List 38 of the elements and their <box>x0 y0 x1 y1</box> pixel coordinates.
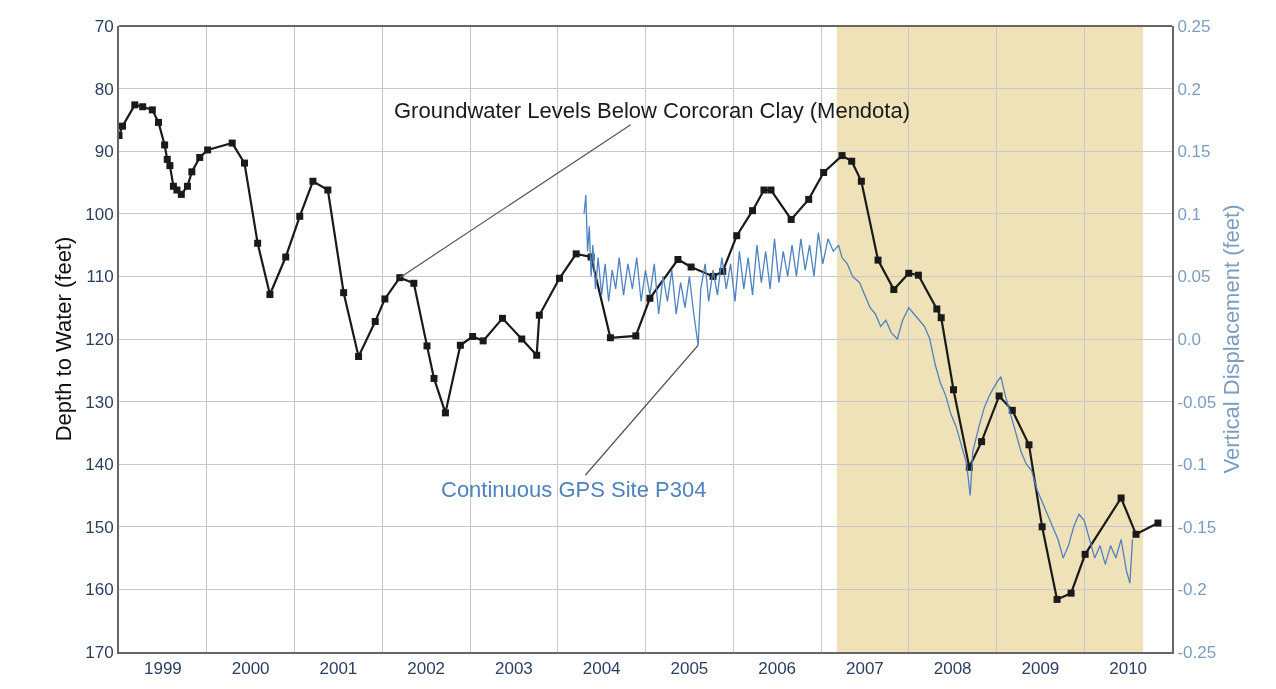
y-tick-label: 110 <box>86 267 114 287</box>
y-tick-label: 70 <box>94 16 114 36</box>
y-tick-label: 160 <box>85 580 114 600</box>
x-tick-label: 1999 <box>143 659 182 679</box>
y-tick-label: 90 <box>94 142 114 162</box>
y2-tick-label: 0.1 <box>1177 204 1202 224</box>
y2-tick-label: 0.25 <box>1177 16 1211 36</box>
y-tick-label: 100 <box>85 204 114 224</box>
x-tick-label: 2002 <box>407 659 446 679</box>
x-tick-label: 2008 <box>933 659 972 679</box>
x-tick-label: 2007 <box>845 659 884 679</box>
y-tick-label: 150 <box>85 517 114 537</box>
y2-tick-label: 0.0 <box>1177 329 1202 349</box>
y-tick-label: 130 <box>85 392 114 412</box>
y2-tick-label: 0.05 <box>1177 267 1211 287</box>
x-tick-label: 2000 <box>231 659 270 679</box>
x-tick-label: 2001 <box>319 659 358 679</box>
y2-tick-label: -0.2 <box>1177 580 1207 600</box>
y-tick-label: 120 <box>85 329 114 349</box>
y2-tick-label: -0.05 <box>1177 392 1217 412</box>
y-tick-label: 140 <box>85 455 114 475</box>
x-tick-label: 2004 <box>582 659 621 679</box>
x-tick-label: 2010 <box>1109 659 1148 679</box>
annotation: Continuous GPS Site P304 <box>441 477 707 502</box>
x-tick-label: 2003 <box>494 659 533 679</box>
y2-tick-label: -0.1 <box>1177 455 1207 475</box>
y2-axis-title: Vertical Displacement (feet) <box>1218 204 1244 474</box>
x-tick-label: 2009 <box>1021 659 1060 679</box>
y2-tick-label: 0.2 <box>1177 79 1202 99</box>
y2-tick-label: -0.15 <box>1177 517 1217 537</box>
x-tick-label: 2006 <box>758 659 797 679</box>
y-tick-label: 80 <box>94 79 114 99</box>
y-axis-title: Depth to Water (feet) <box>50 236 76 442</box>
x-tick-label: 2005 <box>670 659 709 679</box>
annotation: Groundwater Levels Below Corcoran Clay (Mendota) <box>394 98 911 123</box>
y2-tick-label: -0.25 <box>1177 642 1217 662</box>
y-tick-label: 170 <box>85 642 114 662</box>
y2-tick-label: 0.15 <box>1177 142 1211 162</box>
